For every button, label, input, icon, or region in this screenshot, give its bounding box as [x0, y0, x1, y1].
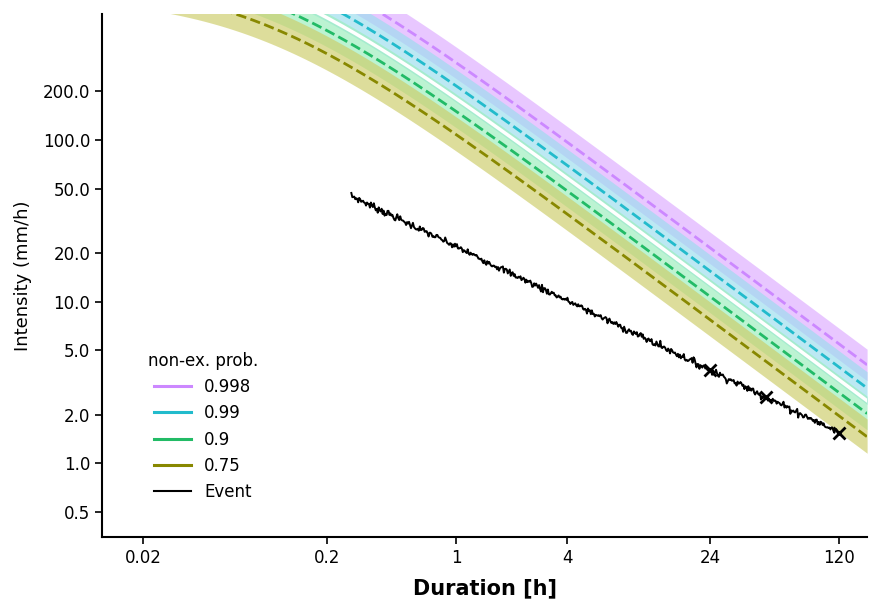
X-axis label: Duration [h]: Duration [h] [412, 578, 557, 598]
Legend: 0.998, 0.99, 0.9, 0.75, Event: 0.998, 0.99, 0.9, 0.75, Event [141, 345, 264, 508]
Y-axis label: Intensity (mm/h): Intensity (mm/h) [14, 200, 32, 351]
